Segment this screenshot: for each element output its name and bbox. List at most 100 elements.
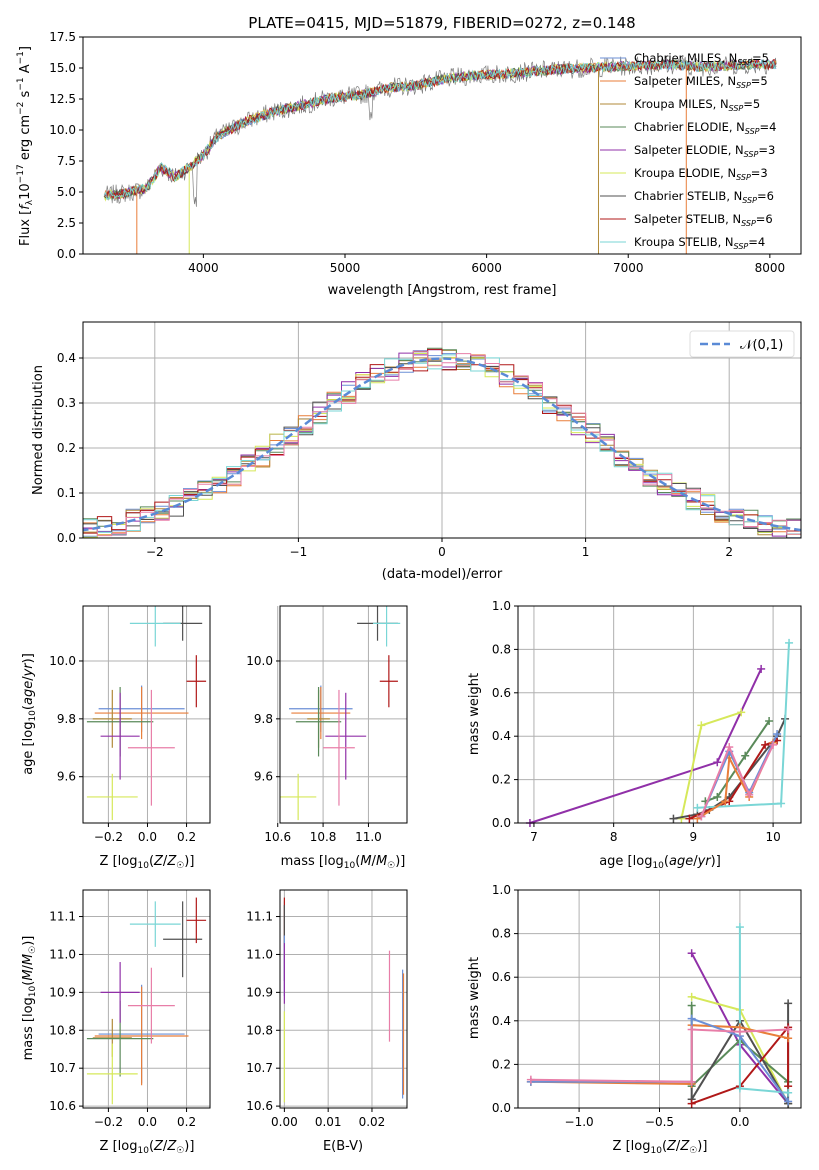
panel-spectrum-frame bbox=[82, 36, 802, 255]
y-tick-label: 11.1 bbox=[246, 910, 273, 924]
y-tick-label: 0.4 bbox=[57, 351, 76, 365]
errorbar-point-salpeter_elodie bbox=[325, 692, 367, 780]
errorbar-point-kroupa_stelib bbox=[372, 606, 401, 647]
y-tick-label: 10.0 bbox=[49, 654, 76, 668]
y-tick-label: 10.7 bbox=[49, 1061, 76, 1075]
legend-box bbox=[689, 330, 795, 358]
y-tick-label: 10.8 bbox=[246, 1023, 273, 1037]
legend-label-chabrier_stelib: Chabrier STELIB, NSSP=6 bbox=[634, 189, 774, 205]
mass-vs-ebv-xlabel: E(B-V) bbox=[323, 1139, 363, 1154]
weight-marker-kroupa_elodie bbox=[737, 708, 746, 717]
legend-label-kroupa_miles: Kroupa MILES, NSSP=5 bbox=[634, 97, 760, 113]
histogram-kroupa_stelib bbox=[83, 354, 801, 538]
legend-label-salpeter_miles: Salpeter MILES, NSSP=5 bbox=[634, 74, 768, 90]
legend-label-kroupa_stelib: Kroupa STELIB, NSSP=4 bbox=[634, 235, 765, 251]
x-tick-label: 0.0 bbox=[138, 830, 157, 844]
weight-marker-pink bbox=[725, 743, 734, 752]
errorbar-point-salpeter_stelib bbox=[186, 897, 207, 944]
x-tick-label: −2 bbox=[146, 545, 164, 559]
x-tick-label: 8000 bbox=[755, 261, 786, 275]
x-tick-label: −0.5 bbox=[645, 1115, 674, 1129]
y-tick-label: 10.6 bbox=[246, 1099, 273, 1113]
y-tick-label: 0.6 bbox=[492, 970, 511, 984]
spectrum-xlabel: wavelength [Angstrom, rest frame] bbox=[328, 283, 557, 298]
panel-residuals: −2 −1 0 1 2 0.0 0.1 0.2 0.3 0.4 (data-model)/erro… bbox=[31, 321, 802, 582]
weight-vs-age-ylabel: mass weight bbox=[467, 673, 482, 755]
y-tick-label: 0.0 bbox=[492, 1101, 511, 1115]
legend-label-salpeter_elodie: Salpeter ELODIE, NSSP=3 bbox=[634, 143, 775, 159]
errorbar-point-salpeter_miles bbox=[94, 687, 189, 740]
errorbar-point-kroupa_stelib bbox=[129, 901, 181, 947]
age-vs-mass-xlabel: mass [log10(M/M☉)] bbox=[281, 854, 406, 871]
weight-marker-chabrier_miles bbox=[784, 1097, 793, 1106]
residuals-xlabel: (data-model)/error bbox=[382, 567, 503, 582]
age-vs-Z-ylabel: age [log10(age/yr)] bbox=[21, 653, 38, 775]
weight-marker-pink bbox=[784, 1025, 793, 1034]
panel-age-vs-Z: −0.2 0.0 0.2 9.6 9.8 10.0 Z [log10(Z/Z☉)] age… bbox=[21, 605, 211, 871]
y-tick-label: 9.8 bbox=[57, 712, 76, 726]
weight-marker-kroupa_stelib bbox=[785, 638, 794, 647]
weight-marker-kroupa_stelib bbox=[735, 1084, 744, 1093]
y-tick-label: 0.3 bbox=[57, 396, 76, 410]
weight-vs-Z-xlabel: Z [log10(Z/Z☉)] bbox=[613, 1139, 708, 1156]
x-tick-label: 8 bbox=[610, 830, 618, 844]
weight-line-chabrier_elodie bbox=[704, 720, 770, 803]
legend-label-salpeter_stelib: Salpeter STELIB, NSSP=6 bbox=[634, 212, 773, 228]
y-tick-label: 0.1 bbox=[57, 486, 76, 500]
mass-vs-Z-ylabel: mass [log10(M/M☉)] bbox=[21, 936, 38, 1061]
weight-marker-salpeter_miles bbox=[784, 1034, 793, 1043]
x-tick-label: 5000 bbox=[330, 261, 361, 275]
weight-marker-chabrier_elodie bbox=[765, 717, 774, 726]
x-tick-label: 10 bbox=[765, 830, 780, 844]
x-tick-label: −0.2 bbox=[94, 1115, 123, 1129]
weight-marker-salpeter_elodie bbox=[713, 758, 722, 767]
legend-label-chabrier_miles: Chabrier MILES, NSSP=5 bbox=[634, 51, 769, 67]
x-tick-label: 7000 bbox=[613, 261, 644, 275]
x-tick-label: 7 bbox=[530, 830, 538, 844]
panel-weight-vs-age: 7 8 9 10 0.0 0.2 0.4 0.6 0.8 1.0 age [log10(age/y… bbox=[467, 599, 802, 871]
weight-line-pink bbox=[700, 744, 775, 817]
errorbar-point-kroupa_elodie bbox=[280, 773, 317, 821]
x-tick-label: −1.0 bbox=[565, 1115, 594, 1129]
errorbar-point-salpeter_miles bbox=[94, 986, 189, 1086]
errorbar-point-salpeter_elodie bbox=[100, 692, 140, 780]
weight-marker-kroupa_stelib bbox=[777, 799, 786, 808]
weight-marker-pink bbox=[526, 1075, 535, 1084]
x-tick-label: 2 bbox=[725, 545, 733, 559]
y-tick-label: 1.0 bbox=[492, 599, 511, 613]
x-tick-label: 11.0 bbox=[355, 830, 382, 844]
y-tick-label: 11.0 bbox=[49, 947, 76, 961]
x-tick-label: 1 bbox=[582, 545, 590, 559]
weight-marker-chabrier_elodie bbox=[687, 1001, 696, 1010]
y-tick-label: 17.5 bbox=[49, 30, 76, 44]
x-tick-label: 6000 bbox=[471, 261, 502, 275]
residuals-ylabel: Normed distribution bbox=[31, 365, 46, 495]
weight-marker-pink bbox=[745, 790, 754, 799]
y-tick-label: 10.8 bbox=[49, 1023, 76, 1037]
weight-marker-salpeter_stelib bbox=[685, 814, 694, 823]
errorbar-point-salpeter_elodie bbox=[100, 962, 140, 1023]
y-tick-label: 2.5 bbox=[57, 216, 76, 230]
weight-marker-pink bbox=[687, 1077, 696, 1086]
errorbar-point-chabrier_stelib bbox=[163, 901, 203, 978]
legend-label-chabrier_elodie: Chabrier ELODIE, NSSP=4 bbox=[634, 120, 776, 136]
errorbar-point-salpeter_stelib bbox=[379, 655, 398, 708]
weight-marker-chabrier_miles bbox=[773, 730, 782, 739]
errorbar-point-pink bbox=[323, 689, 355, 806]
weight-marker-chabrier_stelib bbox=[784, 999, 793, 1008]
y-tick-label: 10.6 bbox=[49, 1099, 76, 1113]
mass-vs-Z-xlabel: Z [log10(Z/Z☉)] bbox=[100, 1139, 195, 1156]
histogram-steps bbox=[83, 347, 801, 538]
x-tick-label: −0.2 bbox=[94, 830, 123, 844]
y-tick-label: 10.9 bbox=[49, 985, 76, 999]
x-tick-label: 4000 bbox=[188, 261, 219, 275]
x-tick-label: 0.01 bbox=[315, 1115, 342, 1129]
y-tick-label: 1.0 bbox=[492, 883, 511, 897]
x-tick-label: 0.2 bbox=[177, 1115, 196, 1129]
panel-mass-vs-ebv-frame bbox=[279, 889, 408, 1109]
weight-vs-age-xlabel: age [log10(age/yr)] bbox=[599, 854, 721, 871]
weight-marker-pink bbox=[697, 812, 706, 821]
weight-marker-chabrier_elodie bbox=[741, 751, 750, 760]
spectrum-model-salpeter_stelib bbox=[103, 59, 777, 200]
